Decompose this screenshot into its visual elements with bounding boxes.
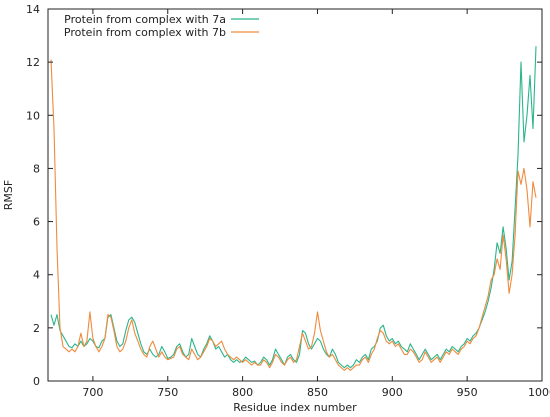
series-line-2: [50, 59, 537, 371]
y-tick-label: 6: [33, 216, 40, 229]
x-axis-title: Residue index number: [233, 401, 357, 414]
y-tick-label: 2: [33, 322, 40, 335]
x-tick-label: 850: [307, 386, 328, 399]
y-tick-label: 12: [26, 56, 40, 69]
x-tick-label: 950: [457, 386, 478, 399]
y-tick-label: 8: [33, 162, 40, 175]
x-tick-label: 800: [232, 386, 253, 399]
y-axis-title: RMSF: [2, 180, 15, 210]
y-tick-label: 10: [26, 109, 40, 122]
x-tick-label: 900: [382, 386, 403, 399]
legend-label: Protein from complex with 7b: [64, 26, 226, 39]
plot-area: [47, 8, 543, 382]
y-tick-label: 14: [26, 3, 40, 16]
y-tick-label: 0: [33, 375, 40, 388]
legend-label: Protein from complex with 7a: [64, 13, 226, 26]
x-tick-label: 700: [82, 386, 103, 399]
y-tick-label: 4: [33, 269, 40, 282]
series-line-1: [50, 46, 537, 369]
series-layer: [50, 46, 537, 371]
plot-frame: [47, 8, 543, 382]
x-tick-label: 750: [157, 386, 178, 399]
